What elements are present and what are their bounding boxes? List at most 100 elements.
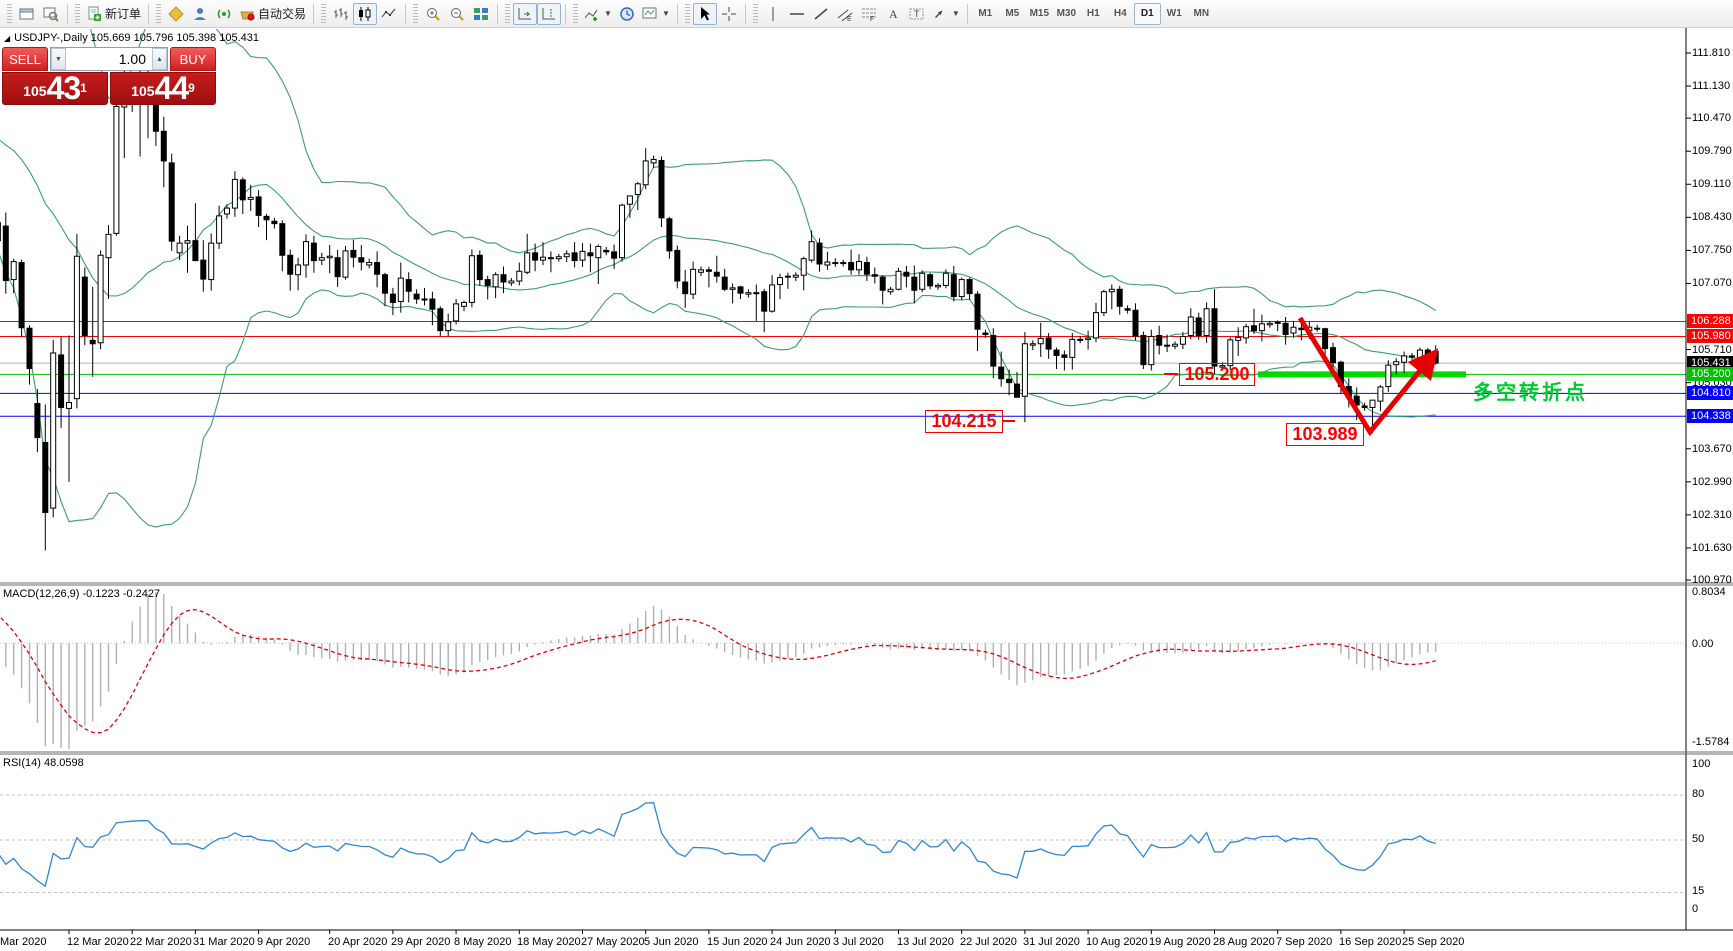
zoom-in-button[interactable] <box>421 3 445 25</box>
autotrading-button[interactable]: 自动交易 <box>236 3 309 25</box>
profiles-button[interactable] <box>39 3 63 25</box>
candle-chart-icon <box>357 6 373 22</box>
time-label: 28 Aug 2020 <box>1213 936 1275 948</box>
volume-field[interactable]: ▼ 1.00 ▲ <box>50 47 168 71</box>
macd-layer <box>0 592 1686 749</box>
time-label: 3 Jul 2020 <box>833 936 884 948</box>
new-chart-icon <box>19 6 35 22</box>
cursor-button[interactable] <box>692 2 717 25</box>
price-tick: 101.630 <box>1692 542 1732 554</box>
price-tag: 105.200 <box>1687 367 1733 381</box>
metaquotes-icon <box>168 5 184 22</box>
annotation-leader-dash <box>1164 373 1178 375</box>
buy-price[interactable]: 105 44 9 <box>110 72 216 105</box>
time-label: 22 Jul 2020 <box>960 936 1017 948</box>
macd-scale-max: 0.8034 <box>1692 586 1726 598</box>
price-tick: 102.990 <box>1692 476 1732 488</box>
candles-layer <box>0 57 1439 551</box>
periodicity-button[interactable] <box>615 3 639 25</box>
price-tick: 111.130 <box>1692 80 1731 92</box>
zoom-in-icon <box>425 6 441 22</box>
metaquotes-button[interactable] <box>164 3 188 25</box>
price-tag: 105.980 <box>1687 329 1733 343</box>
timeframe-m30[interactable]: M30 <box>1056 8 1077 19</box>
tile-windows-icon <box>473 6 489 22</box>
timeframe-m15[interactable]: M15 <box>1029 8 1050 19</box>
timeframe-m5[interactable]: M5 <box>1005 8 1020 19</box>
annotation-level-105200[interactable]: 105.200 <box>1179 363 1255 386</box>
timeframe-w1[interactable]: W1 <box>1166 8 1182 19</box>
svg-text:T: T <box>914 9 920 19</box>
equidistant-channel-button[interactable]: E <box>833 3 857 25</box>
candle-chart-button[interactable] <box>353 2 378 25</box>
sell-price-pips: 43 <box>46 70 82 106</box>
sell-price-point: 1 <box>80 81 87 95</box>
time-label: 12 Mar 2020 <box>67 936 129 948</box>
indicators-icon <box>584 6 600 22</box>
rsi-scale: 100 <box>1692 758 1711 770</box>
price-tag: 105.431 <box>1687 356 1733 370</box>
chart-shift-button[interactable] <box>537 2 562 25</box>
chart-arrow-icon: ◢ <box>4 33 11 43</box>
sell-price[interactable]: 105 43 1 <box>2 72 108 105</box>
price-tag: 104.338 <box>1687 409 1733 423</box>
community-button[interactable] <box>188 3 212 25</box>
trend-line-button[interactable] <box>809 3 833 25</box>
annotation-low-103989[interactable]: 103.989 <box>1286 423 1364 446</box>
timeframe-h1[interactable]: H1 <box>1086 8 1100 19</box>
chart-shift-icon <box>541 6 557 22</box>
time-label: 7 Sep 2020 <box>1276 936 1333 948</box>
trend-arrow-layer <box>1297 316 1439 437</box>
bar-chart-button[interactable] <box>329 3 353 25</box>
rsi-layer <box>0 794 1686 893</box>
line-chart-icon <box>381 6 397 22</box>
volume-up-button[interactable]: ▲ <box>152 48 167 70</box>
sell-price-figure: 105 <box>23 83 47 99</box>
arrows-button[interactable]: ▼ <box>929 3 963 25</box>
text-label-button[interactable]: T <box>905 3 929 25</box>
text-icon: A <box>885 6 901 22</box>
vertical-line-icon <box>765 6 781 22</box>
price-tick: 108.430 <box>1692 211 1732 223</box>
price-tick: 105.710 <box>1692 344 1732 356</box>
zoom-out-button[interactable] <box>445 3 469 25</box>
annotation-note-cn[interactable]: 多空转折点 <box>1473 382 1588 404</box>
price-tick: 107.070 <box>1692 277 1732 289</box>
buy-button[interactable]: BUY <box>170 47 216 71</box>
vertical-line-button[interactable] <box>761 3 785 25</box>
fibonacci-button[interactable]: F <box>857 3 881 25</box>
timeframe-h4[interactable]: H4 <box>1113 8 1127 19</box>
toolbar: 新订单 自动交易 ▼ ▼ E F A T ▼ M1 M5 M15 M30 H1 H4 D1 W1 MN <box>0 0 1733 28</box>
rsi-title: RSI(14) 48.0598 <box>3 757 84 769</box>
volume-value[interactable]: 1.00 <box>118 51 146 67</box>
line-chart-button[interactable] <box>377 3 401 25</box>
timeframe-m1[interactable]: M1 <box>978 8 993 19</box>
text-button[interactable]: A <box>881 3 905 25</box>
auto-scroll-button[interactable] <box>513 2 538 25</box>
indicators-button[interactable]: ▼ <box>581 3 615 25</box>
community-icon <box>192 6 208 22</box>
svg-text:A: A <box>889 7 898 21</box>
timeframe-d1[interactable]: D1 <box>1133 2 1161 25</box>
tile-windows-button[interactable] <box>469 3 493 25</box>
templates-button[interactable]: ▼ <box>639 3 673 25</box>
time-label: 19 Aug 2020 <box>1149 936 1211 948</box>
time-label: 29 Apr 2020 <box>391 936 451 948</box>
annotation-low-104215[interactable]: 104.215 <box>925 410 1003 433</box>
horizontal-line-button[interactable] <box>785 3 809 25</box>
sell-button[interactable]: SELL <box>2 47 48 71</box>
symbol-ohlc-line: ◢ USDJPY-,Daily 105.669 105.796 105.398 … <box>4 32 259 44</box>
time-label: 5 Jun 2020 <box>644 936 699 948</box>
horizontal-lines-layer <box>0 320 1686 417</box>
new-order-button[interactable]: 新订单 <box>83 3 144 25</box>
svg-text:F: F <box>870 16 874 22</box>
signals-button[interactable] <box>212 3 236 25</box>
crosshair-button[interactable] <box>717 3 741 25</box>
timeframe-mn[interactable]: MN <box>1193 8 1210 19</box>
time-label: 9 Apr 2020 <box>257 936 311 948</box>
volume-down-button[interactable]: ▼ <box>51 48 66 70</box>
new-chart-button[interactable] <box>15 3 39 25</box>
macd-scale-zero: 0.00 <box>1692 638 1714 650</box>
